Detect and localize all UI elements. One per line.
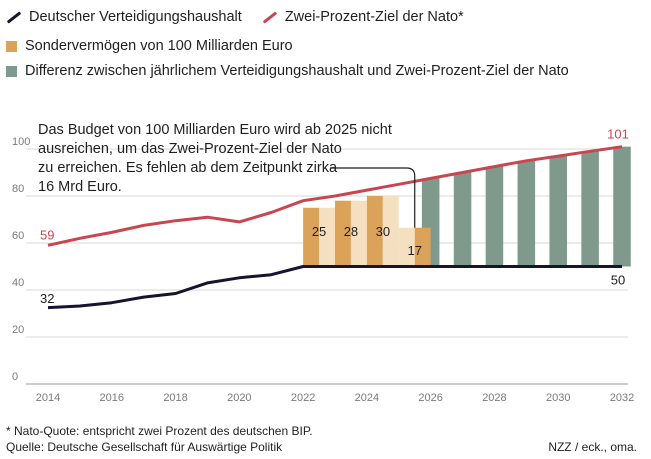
difference-bar: [549, 156, 567, 267]
nato-end-label: 101: [607, 127, 629, 142]
special-fund-bar: [335, 200, 351, 267]
annotation-line: 16 Mrd Euro.: [38, 179, 122, 195]
legend-label-nato: Zwei-Prozent-Ziel der Nato*: [284, 9, 464, 25]
difference-bar: [581, 151, 599, 267]
budget-line: [47, 265, 622, 310]
legend-square-icon: [6, 65, 17, 77]
annotation-pointer: [330, 167, 416, 228]
x-tick-label: 2024: [355, 392, 379, 404]
legend-label-budget: Deutscher Verteidigungshaushalt: [29, 9, 242, 25]
legend-item-nato: Zwei-Prozent-Ziel der Nato*: [262, 9, 464, 25]
special-fund-value-label: 17: [407, 243, 421, 258]
x-tick-label: 2022: [291, 392, 315, 404]
legend-item-difference: Differenz zwischen jährlichem Verteidigu…: [6, 63, 569, 79]
special-fund-bar-light: [319, 207, 335, 267]
x-tick-label: 2028: [482, 392, 506, 404]
special-fund-value-label: 30: [376, 224, 390, 239]
y-tick-label: 20: [12, 324, 24, 336]
legend-label-special-fund: Sondervermögen von 100 Milliarden Euro: [25, 38, 293, 54]
legend-item-budget: Deutscher Verteidigungshaushalt: [6, 9, 242, 25]
annotation-line: zu erreichen. Es fehlen ab dem Zeitpunkt…: [38, 160, 338, 176]
y-tick-label: 40: [12, 277, 24, 289]
legend-row-1: Deutscher Verteidigungshaushalt Zwei-Pro…: [6, 6, 484, 28]
special-fund-bar: [414, 227, 431, 267]
budget-start-label: 32: [40, 291, 54, 306]
special-fund-bar-light: [398, 227, 415, 267]
difference-bar: [453, 172, 472, 267]
special-fund-bar-light: [382, 196, 399, 267]
y-tick-label: 80: [12, 183, 24, 195]
special-fund-value-label: 25: [312, 224, 326, 239]
special-fund-bar: [303, 207, 320, 267]
footnote: * Nato-Quote: entspricht zwei Prozent de…: [6, 424, 313, 438]
credit-text: NZZ / eck., oma.: [548, 440, 637, 454]
x-tick-label: 2030: [546, 392, 570, 404]
x-tick-label: 2032: [610, 392, 634, 404]
nato-start-label: 59: [40, 227, 54, 242]
difference-bar: [485, 166, 504, 267]
budget-end-label: 50: [611, 273, 625, 288]
annotation-line: Das Budget von 100 Milliarden Euro wird …: [38, 122, 392, 138]
difference-bar: [517, 160, 536, 267]
y-tick-label: 60: [12, 230, 24, 242]
nato-target-line: [47, 145, 623, 247]
legend-row-2: Sondervermögen von 100 Milliarden Euro: [6, 35, 313, 57]
annotation-line: ausreichen, um das Zwei-Prozent-Ziel der…: [38, 141, 342, 157]
difference-bar: [613, 146, 631, 267]
legend-square-icon: [6, 40, 17, 52]
legend-item-special-fund: Sondervermögen von 100 Milliarden Euro: [6, 38, 293, 54]
y-tick-label: 100: [12, 136, 30, 148]
legend-label-difference: Differenz zwischen jährlichem Verteidigu…: [25, 63, 569, 79]
x-tick-label: 2014: [36, 392, 60, 404]
special-fund-value-label: 28: [344, 224, 358, 239]
legend-row-3: Differenz zwischen jährlichem Verteidigu…: [6, 60, 589, 82]
x-tick-label: 2026: [418, 392, 442, 404]
y-tick-label: 0: [12, 371, 18, 383]
x-tick-label: 2016: [100, 392, 124, 404]
x-tick-label: 2018: [163, 392, 187, 404]
source-text: Quelle: Deutsche Gesellschaft für Auswär…: [6, 440, 283, 454]
x-tick-label: 2020: [227, 392, 251, 404]
special-fund-bar-light: [350, 200, 367, 267]
special-fund-bar: [366, 196, 383, 267]
